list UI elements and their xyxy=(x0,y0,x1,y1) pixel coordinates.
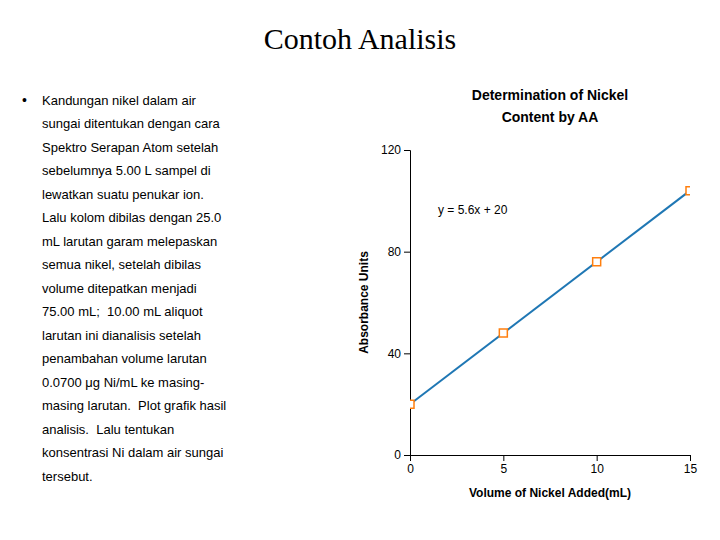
data-point xyxy=(593,258,601,266)
axis-line xyxy=(404,151,411,456)
tick-label: 5 xyxy=(500,462,507,476)
tick-mark xyxy=(597,455,598,461)
points xyxy=(410,187,690,409)
marks xyxy=(410,187,690,409)
note-line: analisis. Lalu tentukan xyxy=(42,422,174,437)
tick: 0 xyxy=(407,455,414,476)
note-line: Kandungan nikel dalam air xyxy=(42,93,197,108)
graph-title: Content by AA xyxy=(502,109,599,125)
note-line: sungai ditentukan dengan cara xyxy=(42,116,221,131)
tick-mark xyxy=(404,353,410,354)
notes: Kandungan nikel dalam air sungai ditentuk… xyxy=(42,93,226,484)
tick-mark xyxy=(690,455,691,461)
data-point xyxy=(499,329,507,337)
axis-line xyxy=(411,456,691,462)
tick-mark xyxy=(404,252,410,253)
tick-label: 0 xyxy=(407,462,414,476)
bullet: • xyxy=(22,92,27,108)
plot: 0 5 10 15 0 40 80 120 y = 5.6x + 20 xyxy=(381,143,698,475)
graph-title: Determination of Nickel xyxy=(472,87,628,103)
x-axis-title: Volume of Nickel Added(mL) xyxy=(469,486,631,500)
fit-line xyxy=(410,191,690,405)
note-line: tersebut. xyxy=(42,469,93,484)
note-line: semua nikel, setelah dibilas xyxy=(42,257,201,272)
data-point xyxy=(686,187,690,195)
note-line: volume ditepatkan menjadi xyxy=(42,281,197,296)
tick: 5 xyxy=(500,455,507,476)
annotation: y = 5.6x + 20 xyxy=(438,203,508,217)
note-line: 0.0700 μg Ni/mL ke masing- xyxy=(42,375,204,390)
tick-mark xyxy=(503,455,504,461)
tick: 10 xyxy=(590,455,604,476)
tick-label: 120 xyxy=(381,143,401,157)
tick-mark xyxy=(404,150,410,151)
note-line: penambahan volume larutan xyxy=(42,351,207,366)
tick-label: 80 xyxy=(388,245,402,259)
note-line: 75.00 mL; 10.00 mL aliquot xyxy=(42,304,203,319)
note-line: lewatkan suatu penukar ion. xyxy=(42,187,204,202)
y-axis-title: Absorbance Units xyxy=(357,251,371,354)
note-line: mL larutan garam melepaskan xyxy=(42,234,217,249)
note-line: Spektro Serapan Atom setelah xyxy=(42,140,218,155)
tick-label: 15 xyxy=(684,462,698,476)
y-axis: 0 40 80 120 xyxy=(381,143,411,462)
tick: 15 xyxy=(684,455,698,476)
note-line: sebelumnya 5.00 L sampel di xyxy=(42,163,211,178)
tick: 80 xyxy=(388,245,410,259)
data-point xyxy=(410,400,414,408)
title: Contoh Analisis xyxy=(264,22,457,55)
note-line: masing larutan. Plot grafik hasil xyxy=(42,398,226,413)
note-line: konsentrasi Ni dalam air sungai xyxy=(42,445,223,460)
tick: 40 xyxy=(388,347,410,361)
tick: 0 xyxy=(394,448,410,462)
note-line: larutan ini dianalisis setelah xyxy=(42,328,201,343)
x-axis: 0 5 10 15 xyxy=(407,455,697,476)
tick-label: 10 xyxy=(590,462,604,476)
tick-label: 40 xyxy=(388,347,402,361)
chart: Contoh Analisis • Kandungan nikel dalam ai… xyxy=(0,0,720,540)
note-line: Lalu kolom dibilas dengan 25.0 xyxy=(42,210,221,225)
tick-label: 0 xyxy=(394,448,401,462)
tick: 120 xyxy=(381,143,410,157)
tick-mark xyxy=(404,455,410,456)
